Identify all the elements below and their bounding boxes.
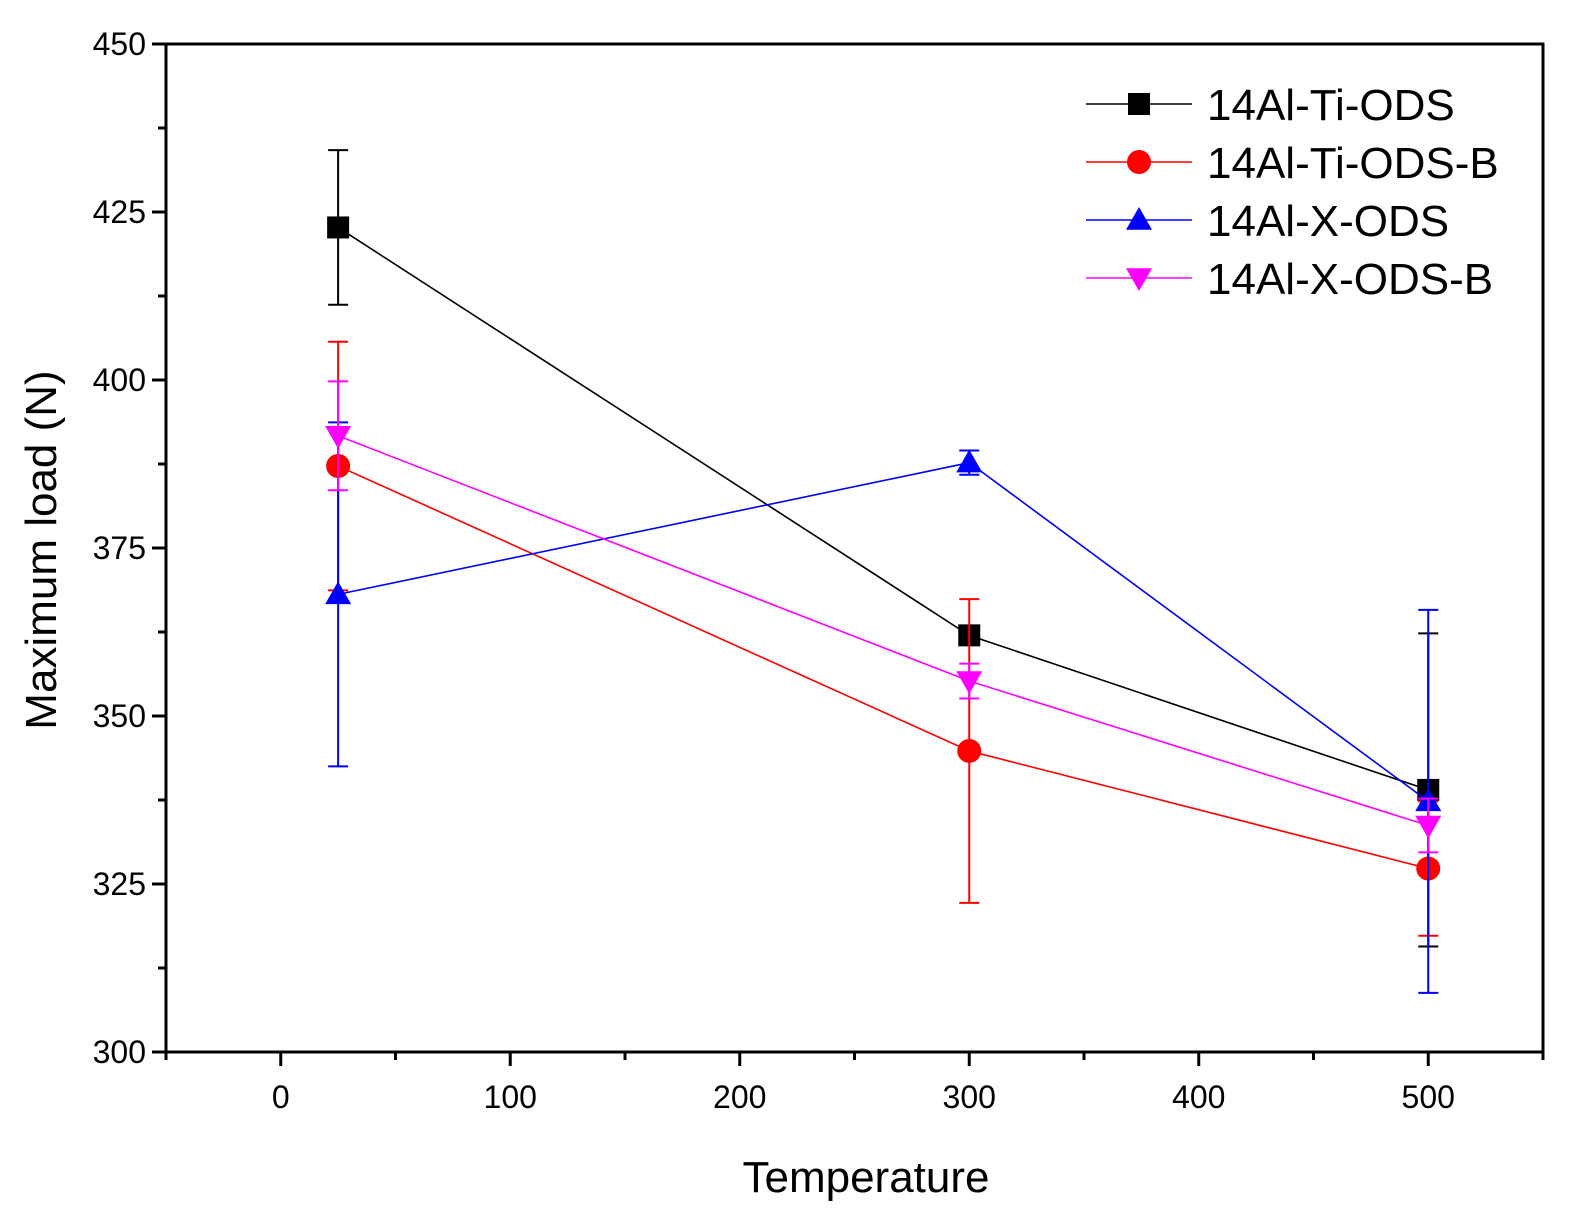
data-point (325, 426, 352, 449)
legend-marker (1126, 268, 1152, 291)
y-tick-label: 400 (93, 362, 146, 398)
y-tick-label: 375 (93, 530, 146, 566)
y-tick-label: 425 (93, 194, 146, 230)
axes-layer: 0 100 200 300 400 500 300 325 350 375 400 425 450 (93, 26, 1545, 1115)
legend-item: 14Al-X-ODS-B (1086, 255, 1493, 304)
legend-marker (1128, 93, 1150, 115)
series-14al-x-ods (325, 421, 1442, 994)
y-tick-label: 325 (93, 866, 146, 902)
data-point (956, 449, 983, 473)
y-tick-label: 450 (93, 26, 146, 62)
series-layer (325, 149, 1442, 994)
legend-marker (1127, 150, 1151, 174)
y-axis-title: Maximum load (N) (17, 370, 66, 729)
x-tick-label: 200 (713, 1079, 766, 1115)
data-point (1415, 815, 1442, 839)
data-point (325, 581, 352, 605)
legend-item: 14Al-Ti-ODS (1086, 81, 1455, 130)
y-tick-label: 350 (93, 698, 146, 734)
x-axis-title: Temperature (742, 1153, 989, 1202)
x-tick-label: 400 (1172, 1079, 1225, 1115)
legend-item: 14Al-X-ODS (1086, 197, 1449, 246)
data-point (327, 216, 350, 239)
series-line (337, 435, 1429, 827)
series-14al-ti-ods-b (326, 340, 1441, 937)
legend: 14Al-Ti-ODS 14Al-Ti-ODS-B 14Al-X-ODS 14Al-X… (1086, 81, 1499, 304)
legend-label: 14Al-X-ODS-B (1207, 255, 1493, 304)
series-14al-x-ods-b (325, 380, 1442, 854)
x-tick-label: 100 (484, 1079, 537, 1115)
series-line (337, 226, 1429, 791)
x-tick-label: 0 (272, 1079, 290, 1115)
data-point (957, 738, 982, 763)
plot-frame (164, 42, 1545, 1054)
legend-label: 14Al-X-ODS (1207, 197, 1449, 246)
data-point (956, 671, 983, 695)
y-tick-label: 300 (93, 1034, 146, 1070)
legend-item: 14Al-Ti-ODS-B (1086, 139, 1499, 188)
x-tick-label: 500 (1402, 1079, 1455, 1115)
series-line (337, 465, 1429, 870)
series-line (337, 461, 1429, 802)
legend-label: 14Al-Ti-ODS (1207, 81, 1455, 130)
legend-label: 14Al-Ti-ODS-B (1207, 139, 1499, 188)
x-tick-label: 300 (943, 1079, 996, 1115)
legend-marker (1126, 207, 1152, 230)
